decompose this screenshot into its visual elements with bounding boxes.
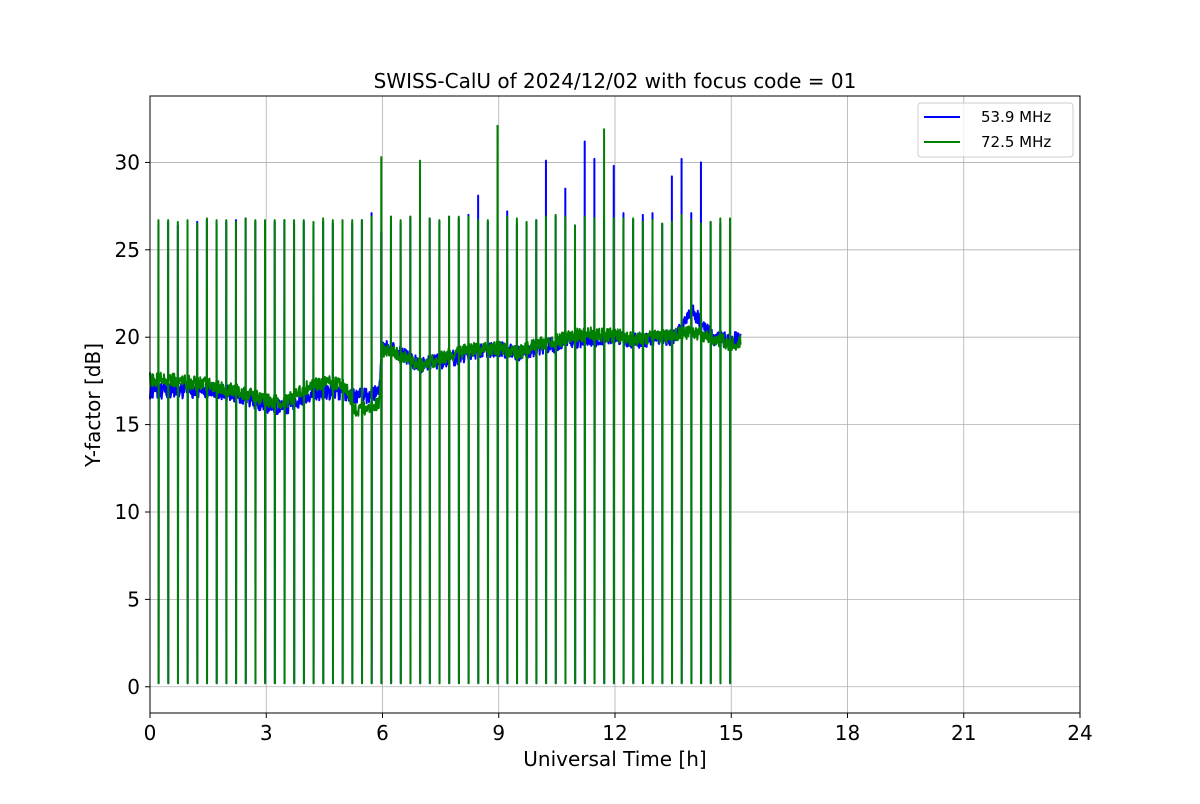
y-tick-label: 5 <box>127 587 140 611</box>
x-axis-label: Universal Time [h] <box>523 747 706 771</box>
y-tick-label: 10 <box>115 500 140 524</box>
y-axis-label: Y-factor [dB] <box>81 343 105 468</box>
chart-title: SWISS-CalU of 2024/12/02 with focus code… <box>374 69 857 93</box>
plot-area <box>149 124 742 685</box>
x-tick-label: 18 <box>835 721 860 745</box>
x-tick-label: 9 <box>492 721 505 745</box>
x-tick-label: 21 <box>951 721 976 745</box>
x-tick-label: 0 <box>144 721 157 745</box>
legend: 53.9 MHz 72.5 MHz <box>917 102 1074 158</box>
y-tick-label: 15 <box>115 413 140 437</box>
x-tick-label: 6 <box>376 721 389 745</box>
x-tick-label: 12 <box>602 721 627 745</box>
legend-label-53-9: 53.9 MHz <box>981 108 1051 126</box>
y-tick-label: 30 <box>115 150 140 174</box>
x-tick-label: 3 <box>260 721 273 745</box>
y-axis-ticks: 0 5 10 15 20 25 30 <box>115 150 150 699</box>
y-tick-label: 20 <box>115 325 140 349</box>
y-tick-label: 25 <box>115 238 140 262</box>
series-line-72-5-mhz <box>149 124 742 685</box>
x-tick-label: 15 <box>719 721 744 745</box>
legend-label-72-5: 72.5 MHz <box>981 133 1051 151</box>
x-axis-ticks: 0 3 6 9 12 15 18 21 24 <box>144 713 1093 745</box>
x-tick-label: 24 <box>1067 721 1092 745</box>
y-tick-label: 0 <box>127 675 140 699</box>
